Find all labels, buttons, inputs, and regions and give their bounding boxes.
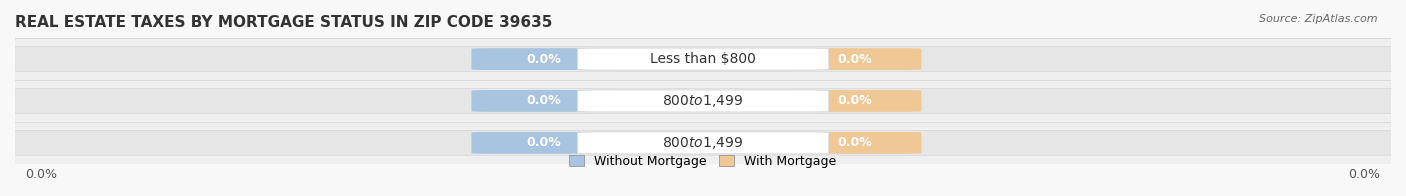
FancyBboxPatch shape — [471, 132, 617, 154]
Text: $800 to $1,499: $800 to $1,499 — [662, 135, 744, 151]
FancyBboxPatch shape — [789, 48, 921, 70]
Bar — [15, 80, 1391, 122]
FancyBboxPatch shape — [578, 48, 828, 70]
Text: 0.0%: 0.0% — [527, 94, 561, 107]
FancyBboxPatch shape — [0, 47, 1406, 71]
Legend: Without Mortgage, With Mortgage: Without Mortgage, With Mortgage — [564, 150, 842, 173]
FancyBboxPatch shape — [0, 89, 1406, 113]
Text: 0.0%: 0.0% — [527, 136, 561, 149]
FancyBboxPatch shape — [789, 132, 921, 154]
FancyBboxPatch shape — [0, 131, 1406, 155]
FancyBboxPatch shape — [578, 132, 828, 154]
Text: Less than $800: Less than $800 — [650, 52, 756, 66]
Bar — [15, 38, 1391, 80]
Text: Source: ZipAtlas.com: Source: ZipAtlas.com — [1260, 14, 1378, 24]
Text: REAL ESTATE TAXES BY MORTGAGE STATUS IN ZIP CODE 39635: REAL ESTATE TAXES BY MORTGAGE STATUS IN … — [15, 15, 553, 30]
FancyBboxPatch shape — [471, 48, 617, 70]
Text: 0.0%: 0.0% — [838, 136, 873, 149]
Bar — [15, 122, 1391, 164]
Text: $800 to $1,499: $800 to $1,499 — [662, 93, 744, 109]
FancyBboxPatch shape — [789, 90, 921, 112]
Text: 0.0%: 0.0% — [527, 53, 561, 66]
FancyBboxPatch shape — [578, 90, 828, 112]
Text: 0.0%: 0.0% — [838, 53, 873, 66]
FancyBboxPatch shape — [471, 90, 617, 112]
Text: 0.0%: 0.0% — [838, 94, 873, 107]
